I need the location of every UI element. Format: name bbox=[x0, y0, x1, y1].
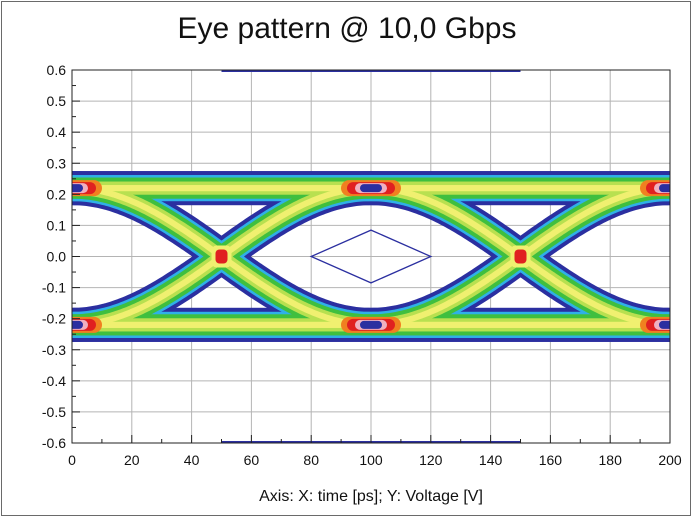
y-tick-label: -0.2 bbox=[42, 311, 66, 327]
x-tick-label: 80 bbox=[303, 452, 319, 468]
level-hotspot-core bbox=[72, 320, 83, 329]
x-tick-label: 120 bbox=[419, 452, 443, 468]
y-tick-label: -0.4 bbox=[42, 373, 66, 389]
x-tick-label: 20 bbox=[124, 452, 140, 468]
y-tick-label: 0.6 bbox=[47, 62, 67, 78]
chart-title: Eye pattern @ 10,0 Gbps bbox=[177, 12, 517, 45]
y-tick-label: -0.1 bbox=[42, 280, 66, 296]
level-hotspot-core bbox=[360, 320, 382, 329]
hotspots bbox=[72, 180, 670, 333]
axis-ticks bbox=[71, 69, 671, 444]
y-tick-label: 0.4 bbox=[47, 124, 67, 140]
level-hotspot-core bbox=[72, 184, 83, 193]
x-tick-label: 160 bbox=[539, 452, 563, 468]
level-hotspot-core bbox=[659, 320, 670, 329]
y-tick-label: -0.5 bbox=[42, 404, 66, 420]
crossing-hotspot-core bbox=[215, 249, 228, 264]
x-tick-label: 200 bbox=[658, 452, 682, 468]
y-tick-label: 0.5 bbox=[47, 93, 67, 109]
y-tick-label: 0.1 bbox=[47, 217, 67, 233]
x-tick-label: 60 bbox=[244, 452, 260, 468]
x-tick-label: 180 bbox=[599, 452, 623, 468]
level-hotspot-core bbox=[659, 184, 670, 193]
level-hotspot-core bbox=[360, 184, 382, 193]
x-tick-label: 0 bbox=[68, 452, 76, 468]
axis-caption: Axis: X: time [ps]; Y: Voltage [V] bbox=[259, 488, 483, 505]
x-tick-label: 40 bbox=[184, 452, 200, 468]
eye-density bbox=[72, 171, 670, 342]
y-tick-label: -0.6 bbox=[42, 435, 66, 451]
y-tick-label: 0.2 bbox=[47, 186, 67, 202]
x-tick-label: 140 bbox=[479, 452, 503, 468]
mask-diamond bbox=[309, 229, 433, 284]
tick-labels: 0 20 40 60 80 100 120 140 160 180 200 0.6 0.5 0.4 0.3 0… bbox=[42, 62, 682, 468]
crossing-hotspot-core bbox=[514, 249, 527, 264]
x-tick-label: 100 bbox=[359, 452, 383, 468]
y-tick-label: 0.3 bbox=[47, 155, 67, 171]
y-tick-label: -0.3 bbox=[42, 342, 66, 358]
y-tick-label: 0.0 bbox=[47, 249, 67, 265]
